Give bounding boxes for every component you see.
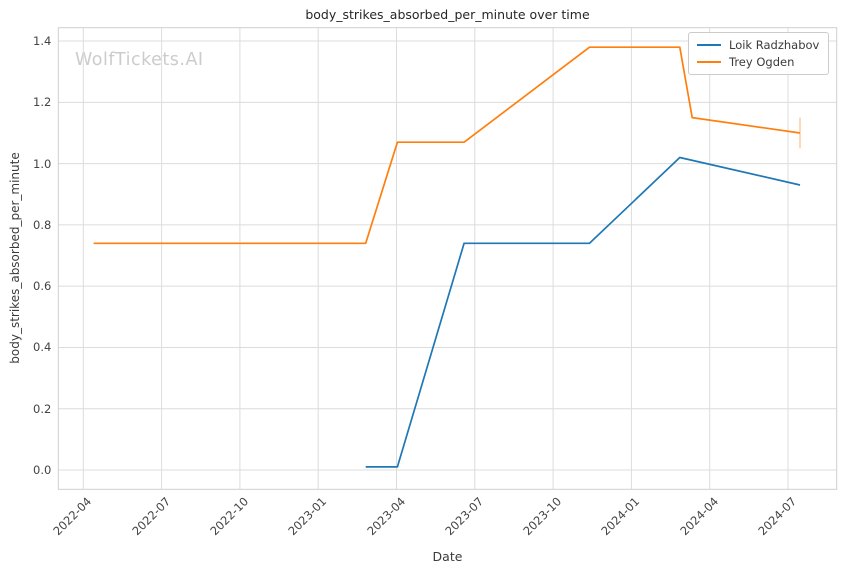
y-tick-label: 1.2	[33, 95, 52, 110]
legend-label: Loik Radzhabov	[729, 38, 820, 52]
y-tick-label: 1.0	[33, 156, 52, 171]
watermark: WolfTickets.AI	[75, 50, 204, 70]
y-tick-label: 0.6	[33, 279, 52, 294]
y-axis-label: body_strikes_absorbed_per_minute	[8, 152, 22, 364]
x-axis-label: Date	[432, 549, 463, 564]
legend: Loik Radzhabov Trey Ogden	[688, 32, 829, 75]
legend-item-loik-radzhabov: Loik Radzhabov	[697, 38, 820, 52]
series-line-loik-radzhabov	[365, 156, 801, 468]
legend-label: Trey Ogden	[729, 55, 795, 69]
y-tick-label: 0.4	[33, 340, 52, 355]
series-line-trey-ogden	[93, 46, 801, 245]
trey-ogden-line-swatch	[697, 61, 721, 63]
y-tick-label: 0.2	[33, 401, 52, 416]
loik-radzhabov-line-swatch	[697, 44, 721, 46]
plot-border	[57, 27, 838, 490]
legend-item-trey-ogden: Trey Ogden	[697, 55, 820, 69]
chart-title: body_strikes_absorbed_per_minute over ti…	[305, 7, 590, 22]
y-tick-label: 0.8	[33, 217, 52, 232]
y-tick-label: 1.4	[33, 34, 52, 49]
y-tick-label: 0.0	[33, 463, 52, 477]
